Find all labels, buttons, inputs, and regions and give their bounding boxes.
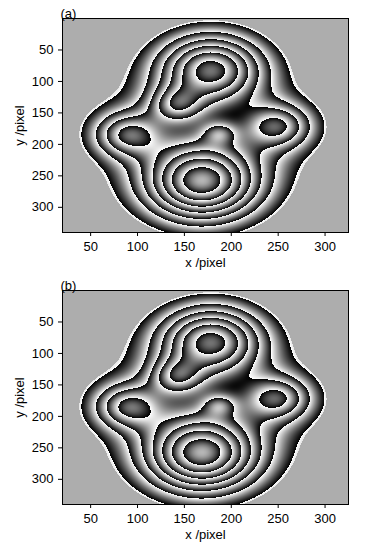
svg-text:50: 50 [39, 42, 53, 57]
svg-text:200: 200 [32, 137, 54, 152]
svg-text:250: 250 [32, 440, 54, 455]
svg-text:50: 50 [39, 314, 53, 329]
svg-text:250: 250 [32, 168, 54, 183]
svg-text:x /pixel: x /pixel [185, 255, 226, 270]
svg-text:300: 300 [32, 471, 54, 486]
svg-text:300: 300 [32, 199, 54, 214]
svg-text:50: 50 [83, 239, 97, 254]
svg-text:200: 200 [32, 409, 54, 424]
svg-text:150: 150 [32, 105, 54, 120]
svg-text:(a): (a) [61, 6, 77, 21]
svg-text:100: 100 [127, 239, 149, 254]
svg-text:y /pixel: y /pixel [12, 105, 27, 146]
svg-text:250: 250 [267, 511, 289, 526]
svg-text:100: 100 [32, 74, 54, 89]
svg-text:x /pixel: x /pixel [185, 527, 226, 542]
svg-text:150: 150 [32, 377, 54, 392]
svg-text:200: 200 [220, 511, 242, 526]
svg-text:150: 150 [174, 511, 196, 526]
svg-text:150: 150 [174, 239, 196, 254]
svg-text:300: 300 [314, 239, 336, 254]
svg-text:200: 200 [220, 239, 242, 254]
svg-text:y /pixel: y /pixel [12, 377, 27, 418]
svg-text:100: 100 [32, 346, 54, 361]
svg-text:300: 300 [314, 511, 336, 526]
svg-text:50: 50 [83, 511, 97, 526]
svg-text:250: 250 [267, 239, 289, 254]
svg-text:(b): (b) [61, 278, 77, 293]
svg-text:100: 100 [127, 511, 149, 526]
